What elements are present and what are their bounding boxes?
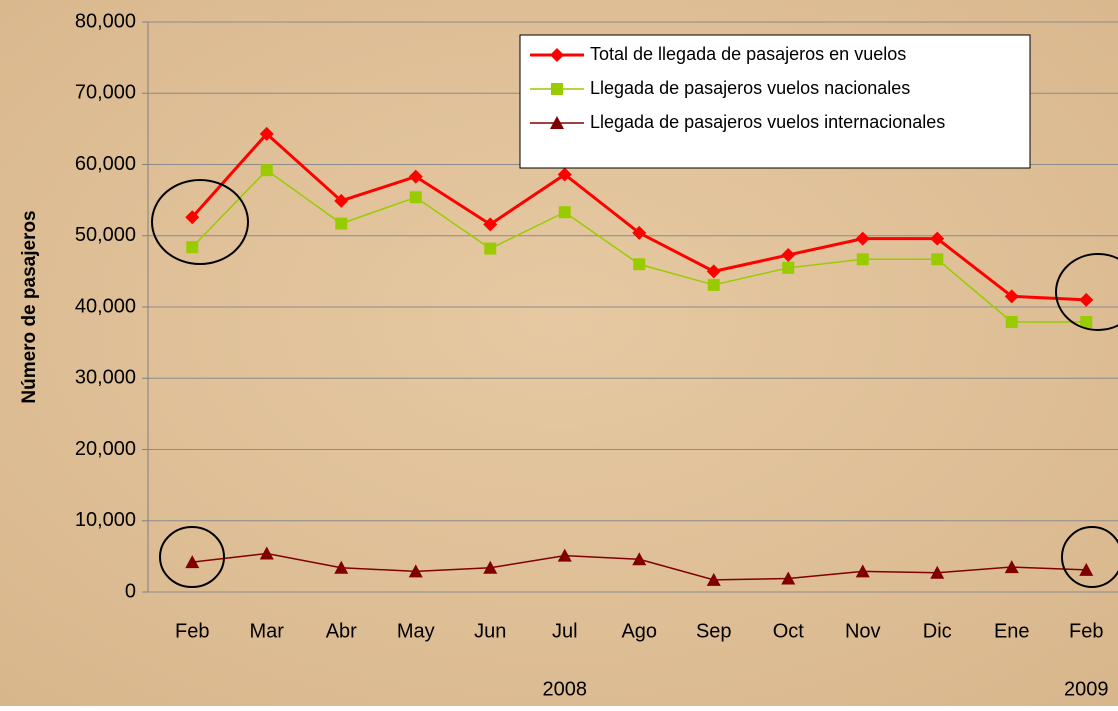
- marker: [559, 206, 571, 218]
- marker: [551, 83, 563, 95]
- marker: [261, 164, 273, 176]
- y-tick-label: 30,000: [75, 367, 136, 389]
- marker: [410, 191, 422, 203]
- x-tick-label: Mar: [250, 620, 285, 642]
- y-tick-label: 40,000: [75, 295, 136, 317]
- marker: [1080, 316, 1092, 328]
- y-axis-label: Número de pasajeros: [19, 210, 40, 403]
- legend-label: Llegada de pasajeros vuelos nacionales: [590, 78, 910, 98]
- x-tick-label: Abr: [326, 620, 357, 642]
- marker: [857, 253, 869, 265]
- marker: [335, 218, 347, 230]
- x-tick-label: Ago: [621, 620, 657, 642]
- x-tick-label: Feb: [1069, 620, 1103, 642]
- y-tick-label: 60,000: [75, 153, 136, 175]
- y-tick-label: 20,000: [75, 438, 136, 460]
- marker: [186, 241, 198, 253]
- x-tick-label: Ene: [994, 620, 1030, 642]
- x-tick-label: Nov: [845, 620, 881, 642]
- y-tick-label: 50,000: [75, 224, 136, 246]
- x-tick-label: Dic: [923, 620, 952, 642]
- marker: [633, 258, 645, 270]
- legend: Total de llegada de pasajeros en vuelos L…: [520, 35, 1030, 168]
- x-tick-label: Sep: [696, 620, 732, 642]
- legend-label: Total de llegada de pasajeros en vuelos: [590, 44, 906, 64]
- marker: [484, 243, 496, 255]
- marker: [931, 253, 943, 265]
- x-group-label: 2008: [543, 678, 588, 700]
- y-tick-label: 70,000: [75, 82, 136, 104]
- y-tick-label: 10,000: [75, 509, 136, 531]
- x-tick-label: Jun: [474, 620, 506, 642]
- legend-label: Llegada de pasajeros vuelos internaciona…: [590, 112, 945, 132]
- x-group-label: 2009: [1064, 678, 1109, 700]
- x-tick-label: Jul: [552, 620, 578, 642]
- x-tick-label: May: [397, 620, 435, 642]
- x-tick-label: Feb: [175, 620, 209, 642]
- x-tick-label: Oct: [773, 620, 805, 642]
- marker: [782, 262, 794, 274]
- chart: 0 10,000 20,000 30,000 40,000 50,000 60,000 70,…: [0, 0, 1118, 706]
- marker: [1006, 316, 1018, 328]
- y-tick-label: 0: [125, 580, 136, 602]
- marker: [708, 279, 720, 291]
- y-tick-label: 80,000: [75, 10, 136, 32]
